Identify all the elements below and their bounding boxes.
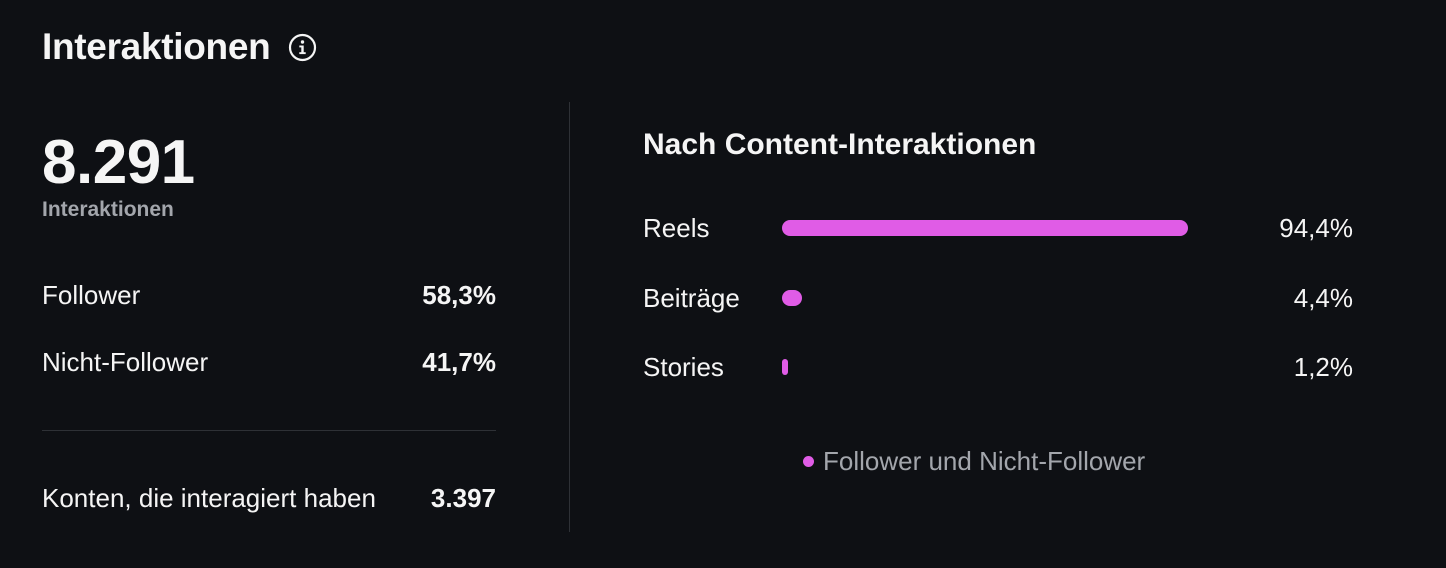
follower-row: Follower 58,3% xyxy=(42,280,496,311)
chart-legend: Follower und Nicht-Follower xyxy=(803,446,1145,477)
bar-track-reels xyxy=(782,220,1212,236)
total-interactions-label: Interaktionen xyxy=(42,198,174,221)
bar-value-reels: 94,4% xyxy=(1279,212,1353,243)
bar-row-reels: Reels 94,4% xyxy=(643,208,1353,248)
summary-panel: 8.291 Interaktionen Follower 58,3% Nicht… xyxy=(42,128,496,513)
bar-fill-stories xyxy=(782,359,788,375)
accounts-value: 3.397 xyxy=(430,483,496,513)
bar-fill-reels xyxy=(782,220,1188,236)
content-breakdown-panel: Nach Content-Interaktionen Reels 94,4% B… xyxy=(643,128,1353,476)
bar-label-posts: Beiträge xyxy=(643,282,740,313)
bar-value-stories: 1,2% xyxy=(1293,351,1353,382)
non-follower-value: 41,7% xyxy=(422,347,496,377)
legend-label: Follower und Nicht-Follower xyxy=(823,446,1146,476)
bar-label-reels: Reels xyxy=(643,212,710,243)
bar-track-stories xyxy=(782,359,1212,375)
total-interactions-value: 8.291 xyxy=(42,128,195,197)
bar-value-posts: 4,4% xyxy=(1293,282,1353,313)
bar-row-stories: Stories 1,2% xyxy=(643,347,1353,387)
summary-divider xyxy=(42,430,496,431)
follower-label: Follower xyxy=(42,280,141,310)
column-divider xyxy=(569,102,570,532)
content-breakdown-title: Nach Content-Interaktionen xyxy=(643,128,1037,161)
follower-value: 58,3% xyxy=(422,280,496,310)
non-follower-label: Nicht-Follower xyxy=(42,347,209,377)
bar-track-posts xyxy=(782,290,1212,306)
non-follower-row: Nicht-Follower 41,7% xyxy=(42,347,496,378)
bar-row-posts: Beiträge 4,4% xyxy=(643,278,1353,318)
bar-fill-posts xyxy=(782,290,802,306)
legend-dot-icon xyxy=(803,456,814,467)
section-title: Interaktionen xyxy=(42,26,271,67)
section-header: Interaktionen xyxy=(42,24,317,70)
accounts-label: Konten, die interagiert haben xyxy=(42,483,376,513)
info-icon[interactable] xyxy=(288,33,317,62)
bar-label-stories: Stories xyxy=(643,351,724,382)
accounts-row: Konten, die interagiert haben 3.397 xyxy=(42,483,496,514)
